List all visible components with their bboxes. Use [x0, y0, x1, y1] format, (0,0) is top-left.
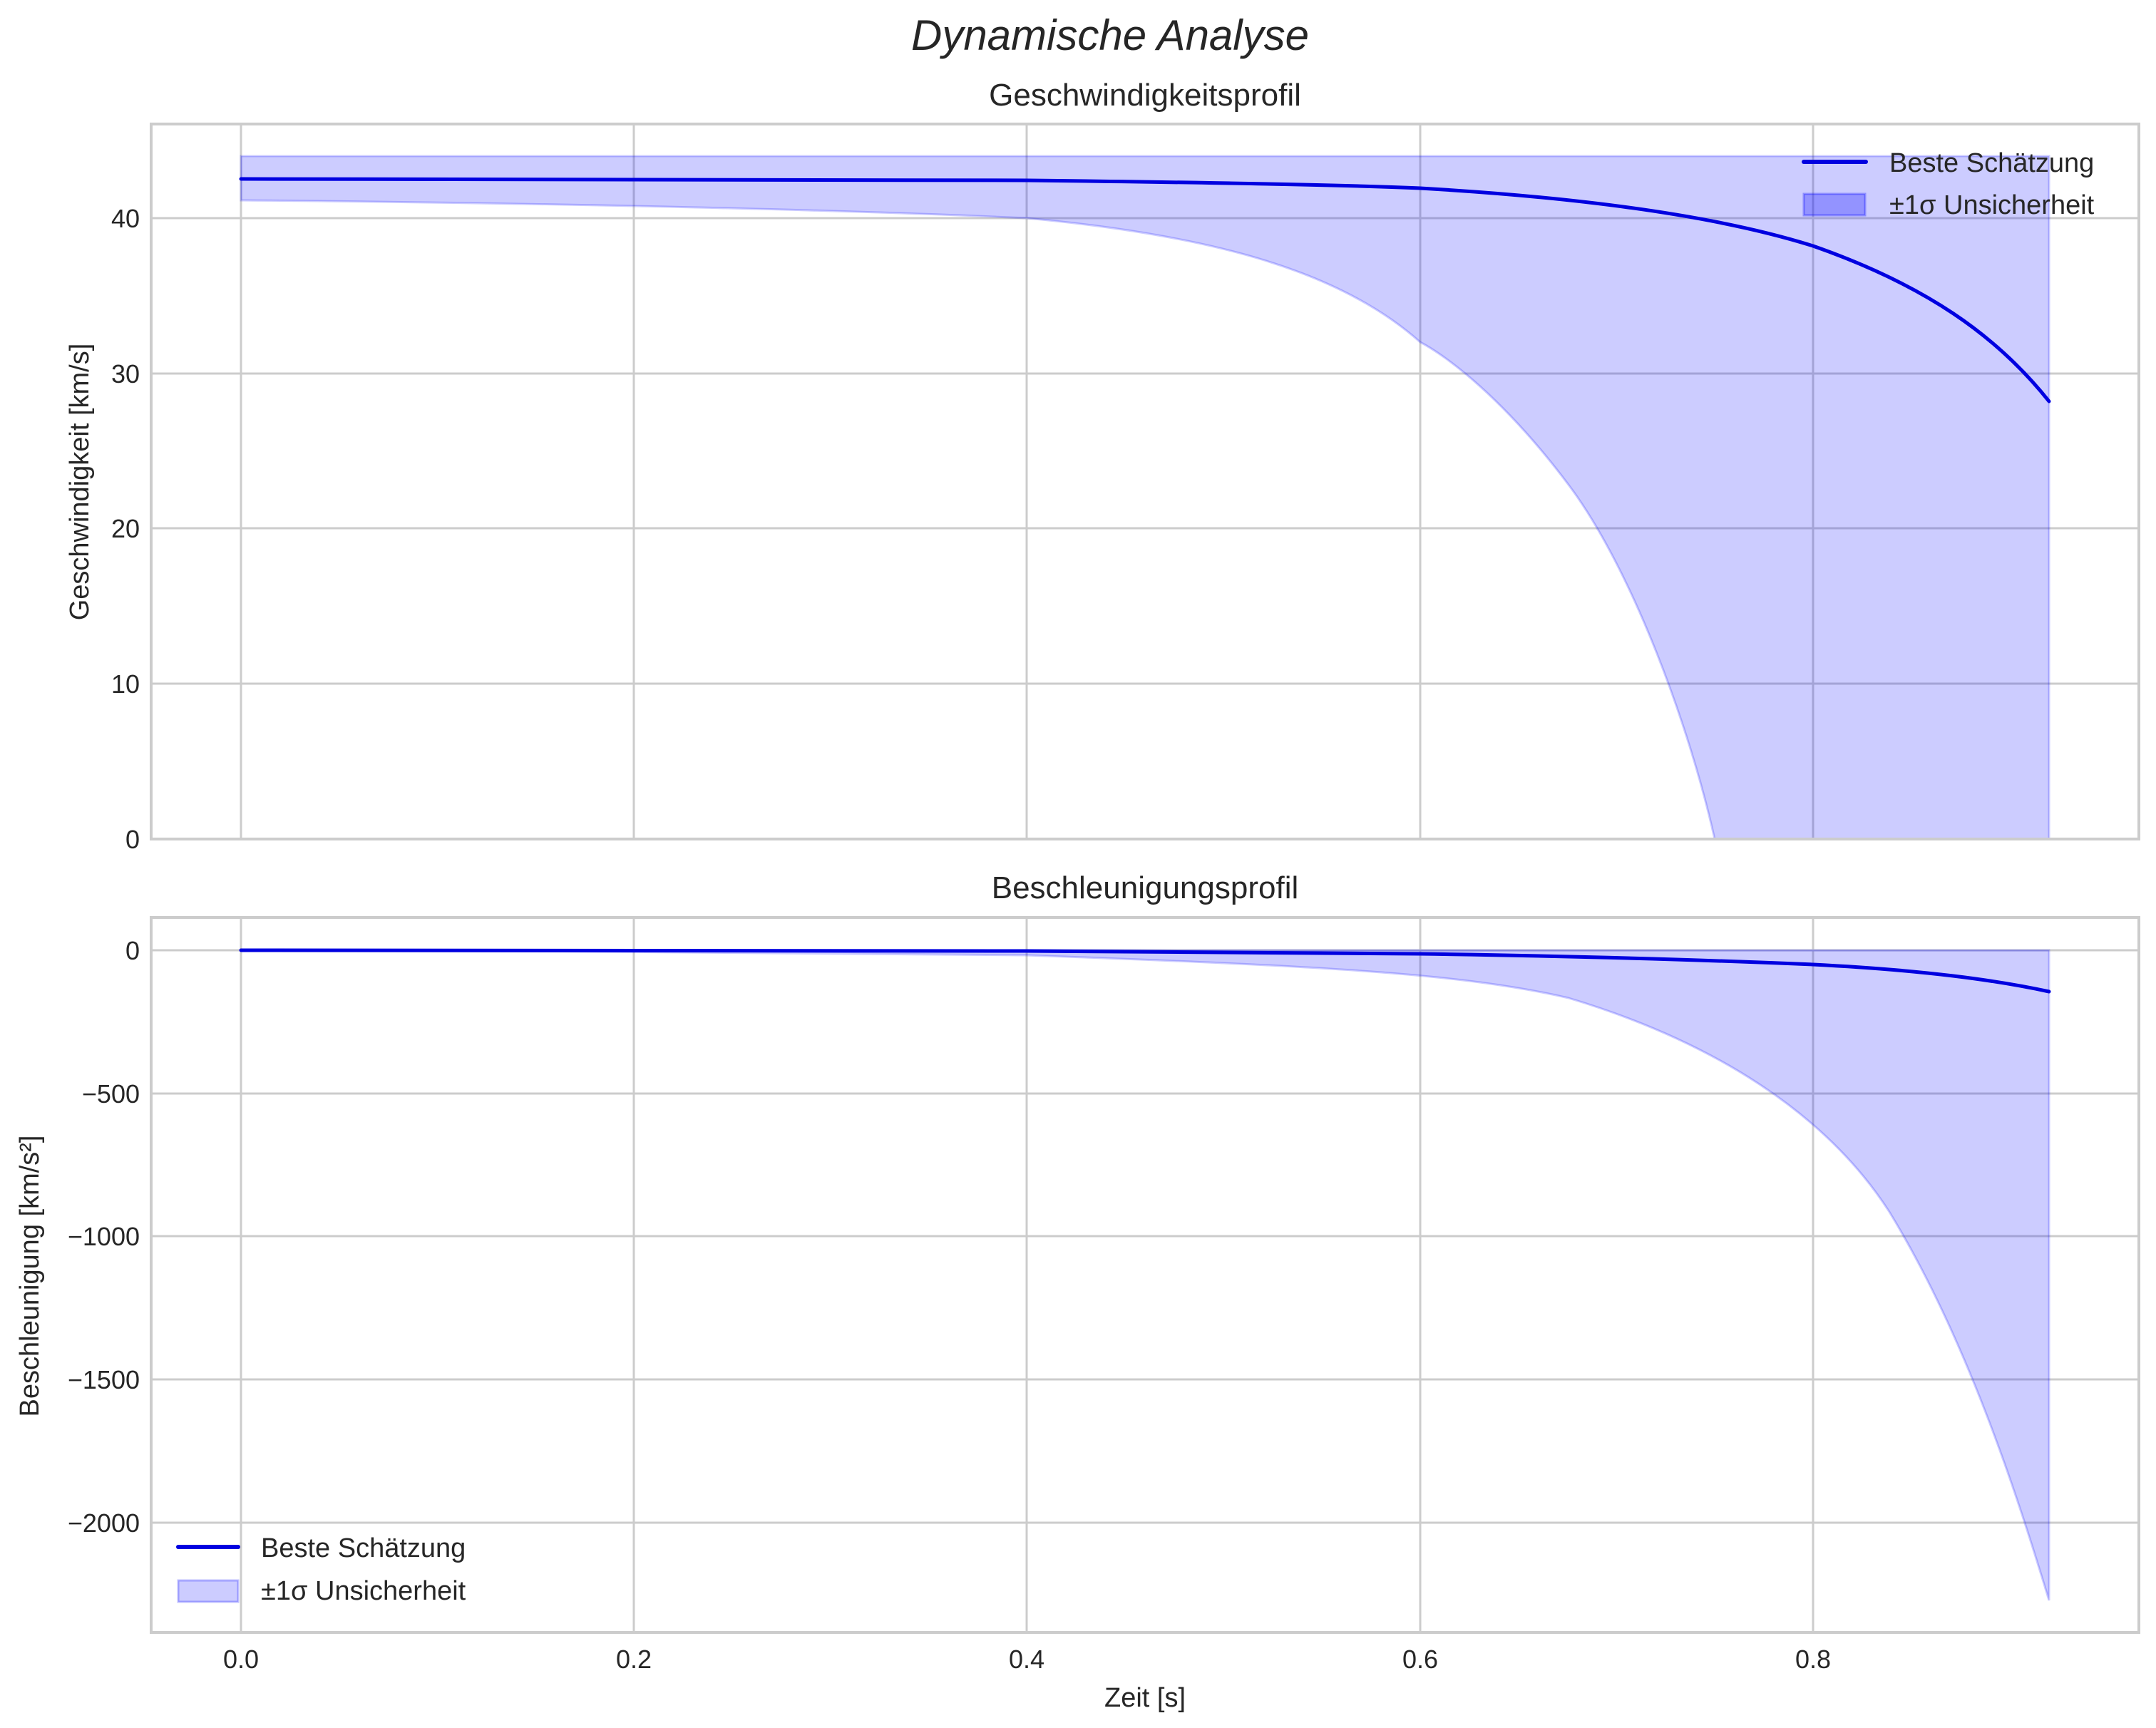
- svg-text:0.2: 0.2: [616, 1645, 652, 1674]
- acceleration-plot-area: [151, 917, 2139, 1632]
- legend-label-uncertainty: ±1σ Unsicherheit: [261, 1576, 466, 1606]
- velocity-panel: Geschwindigkeitsprofil 0 10 20 30 40: [65, 78, 2140, 854]
- svg-text:0: 0: [125, 825, 140, 854]
- legend-label-best-estimate: Beste Schätzung: [261, 1533, 466, 1563]
- legend-label-uncertainty: ±1σ Unsicherheit: [1889, 190, 2095, 220]
- velocity-legend: Beste Schätzung ±1σ Unsicherheit: [1802, 148, 2095, 220]
- velocity-y-axis-label: Geschwindigkeit [km/s]: [65, 344, 95, 621]
- svg-text:30: 30: [111, 359, 140, 389]
- svg-text:−1000: −1000: [68, 1222, 140, 1251]
- velocity-panel-title: Geschwindigkeitsprofil: [989, 78, 1301, 113]
- acceleration-axes-frame: [150, 916, 2140, 1634]
- legend-band-icon: [177, 1579, 240, 1603]
- svg-text:0.6: 0.6: [1402, 1645, 1438, 1674]
- svg-text:−2000: −2000: [68, 1508, 140, 1538]
- svg-text:0.0: 0.0: [223, 1645, 259, 1674]
- x-ticks: 0.0 0.2 0.4 0.6 0.8: [223, 1645, 1831, 1674]
- acceleration-legend: Beste Schätzung ±1σ Unsicherheit: [176, 1533, 466, 1606]
- acceleration-y-ticks: 0 −500 −1000 −1500 −2000: [68, 936, 140, 1538]
- legend-band-icon: [1802, 192, 1867, 217]
- legend-label-best-estimate: Beste Schätzung: [1889, 148, 2094, 178]
- acceleration-y-axis-label: Beschleunigung [km/s²]: [15, 1136, 45, 1417]
- velocity-axes-frame: [150, 123, 2140, 840]
- svg-text:20: 20: [111, 514, 140, 543]
- svg-text:40: 40: [111, 204, 140, 233]
- svg-text:10: 10: [111, 669, 140, 699]
- acceleration-panel-title: Beschleunigungsprofil: [992, 870, 1299, 905]
- acceleration-best-estimate-line: [239, 948, 2051, 994]
- acceleration-panel: Beschleunigungsprofil 0 −500 −1000 −1500…: [15, 870, 2140, 1713]
- svg-text:0.4: 0.4: [1009, 1645, 1044, 1674]
- velocity-y-ticks: 0 10 20 30 40: [111, 204, 140, 854]
- svg-text:−1500: −1500: [68, 1365, 140, 1394]
- svg-text:0: 0: [125, 936, 140, 965]
- svg-text:−500: −500: [82, 1079, 140, 1109]
- velocity-uncertainty-band: [240, 155, 2050, 840]
- figure-suptitle: Dynamische Analyse: [911, 11, 1309, 59]
- x-axis-label: Zeit [s]: [1104, 1683, 1186, 1713]
- svg-text:0.8: 0.8: [1795, 1645, 1831, 1674]
- velocity-best-estimate-line: [239, 177, 2051, 403]
